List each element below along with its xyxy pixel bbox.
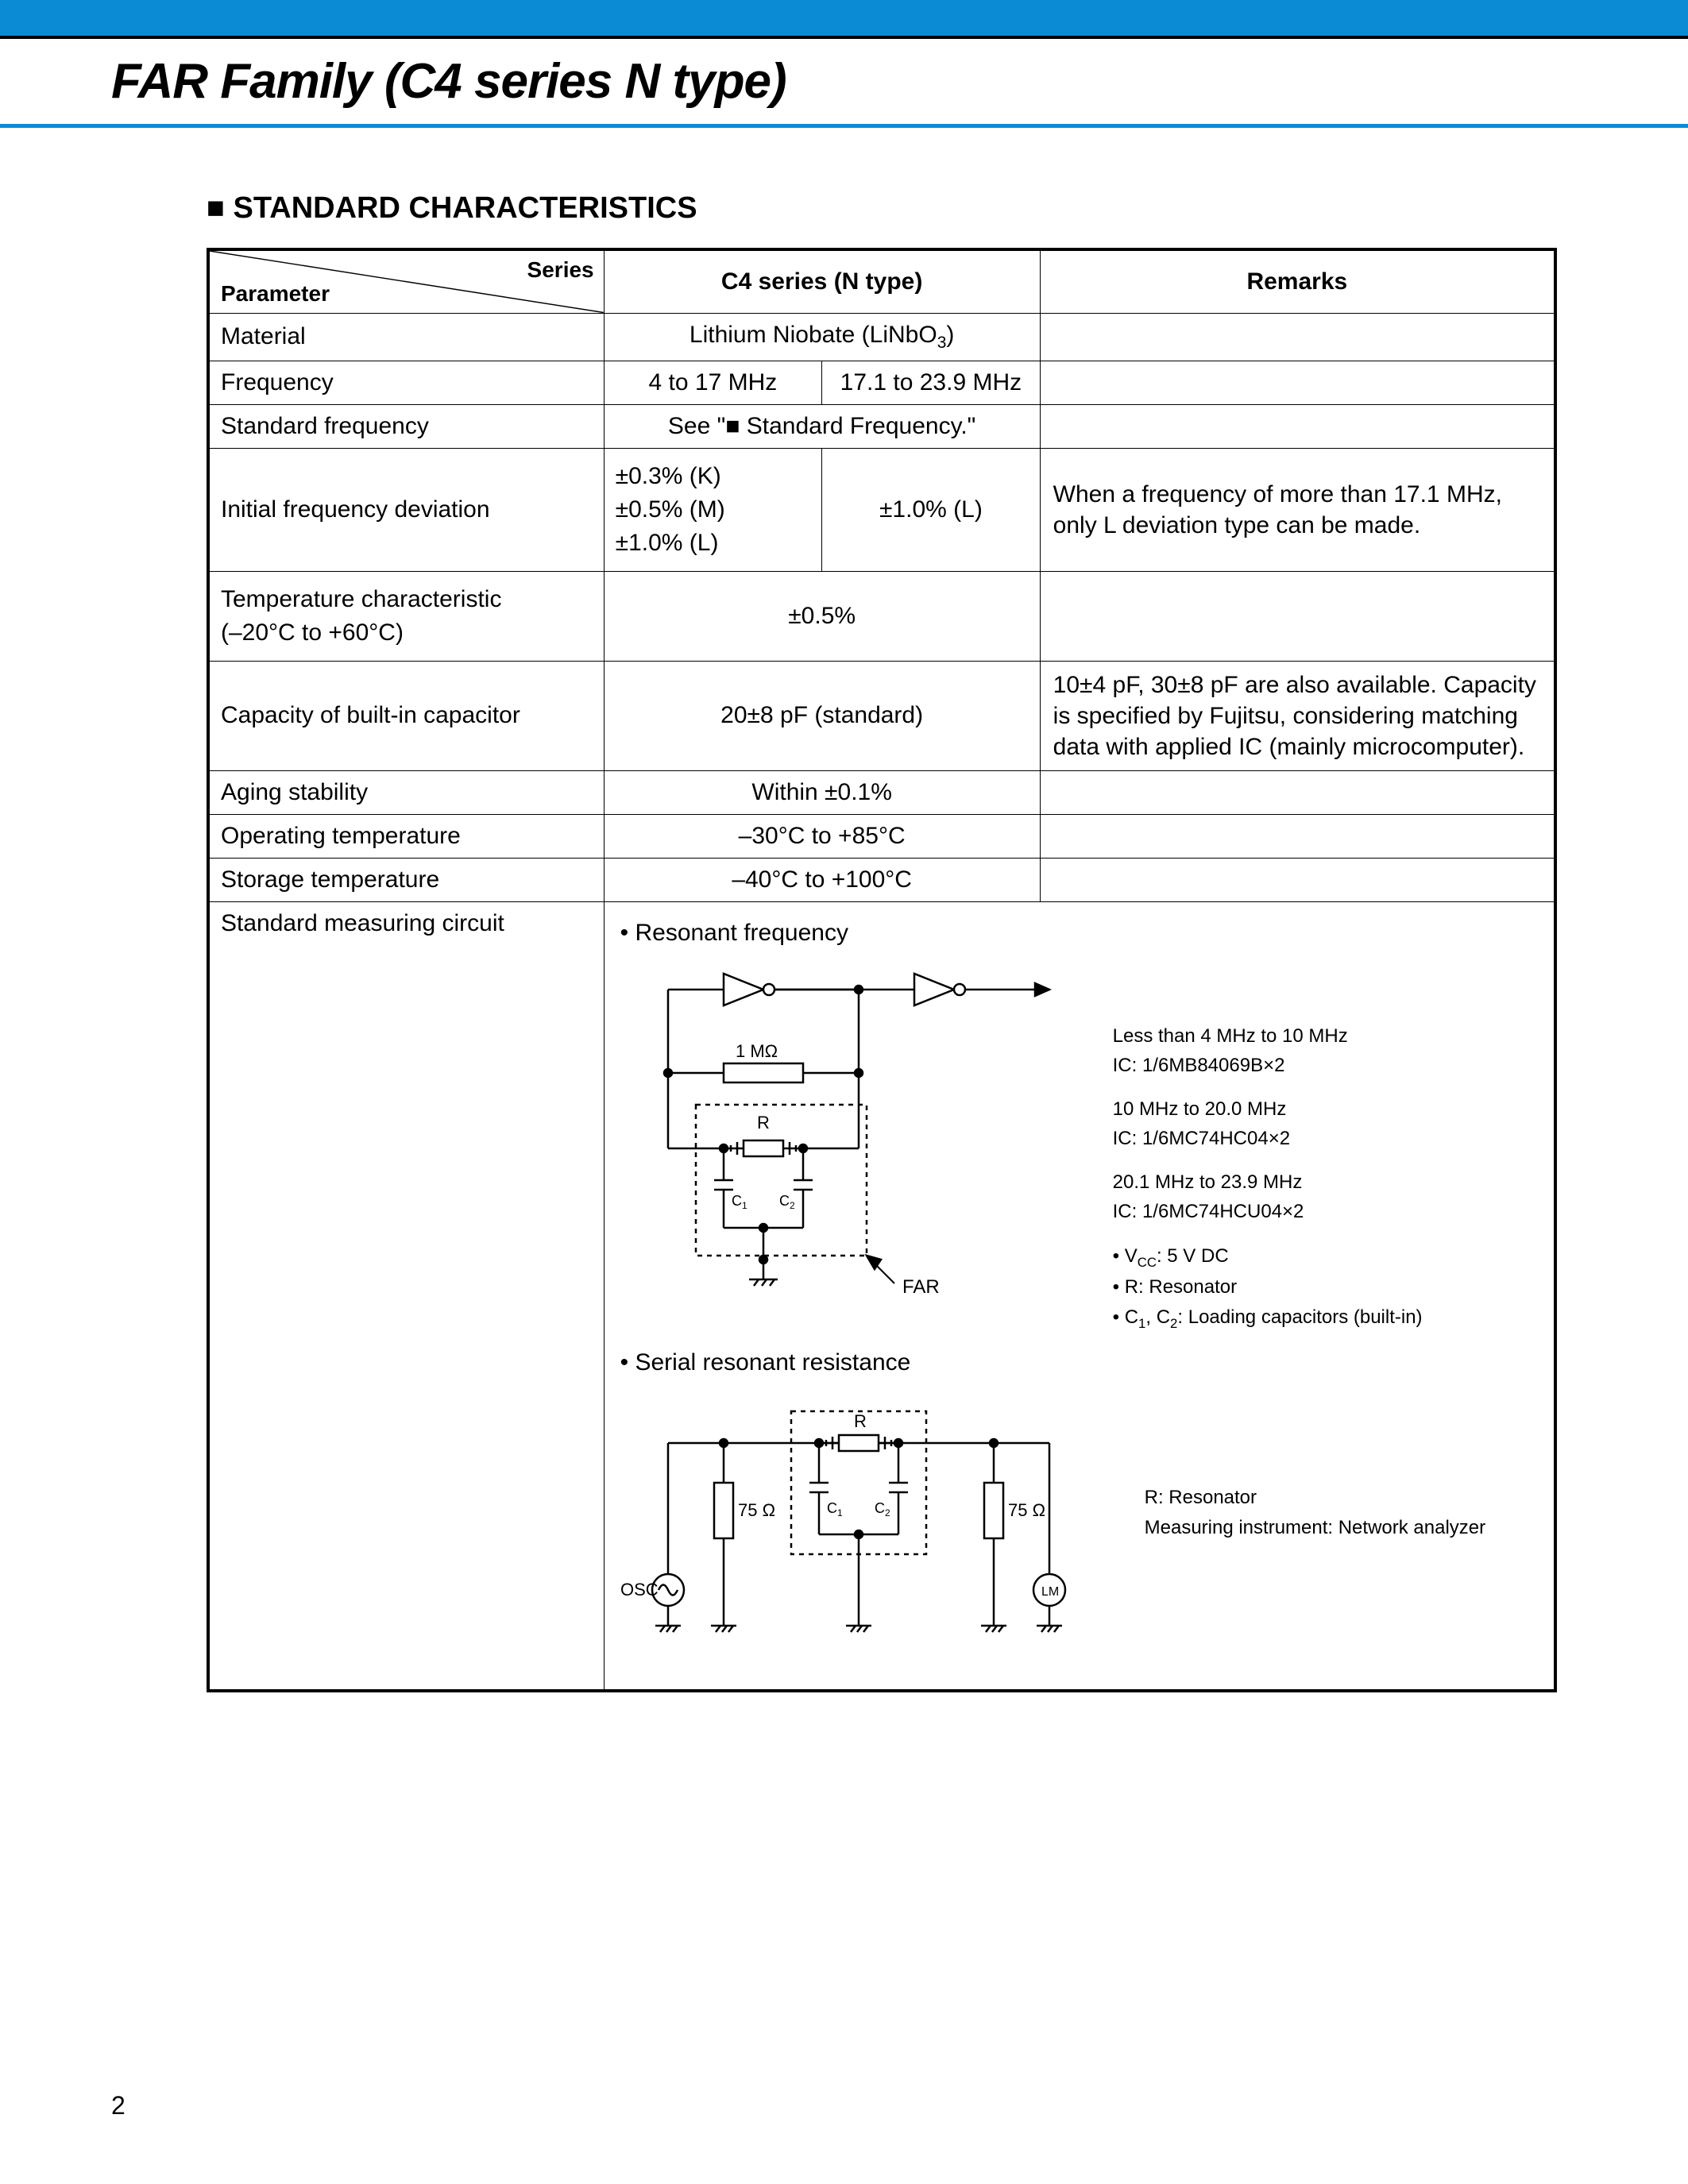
characteristics-table: Series Parameter C4 series (N type) Rema… xyxy=(207,248,1557,1692)
circuit-cell: • Resonant frequency xyxy=(604,901,1555,1691)
val-initdev-a: ±0.3% (K) ±0.5% (M) ±1.0% (L) xyxy=(604,448,822,571)
initdev-l3: ±1.0% (L) xyxy=(616,527,811,560)
svg-text:C1: C1 xyxy=(827,1500,843,1518)
row-init-dev: Initial frequency deviation ±0.3% (K) ±0… xyxy=(208,448,1555,571)
initdev-l1: ±0.3% (K) xyxy=(616,460,811,493)
svg-text:75 Ω: 75 Ω xyxy=(1008,1500,1045,1520)
svg-text:R: R xyxy=(854,1411,867,1431)
top-blue-bar xyxy=(0,0,1688,36)
param-sttemp: Storage temperature xyxy=(208,858,604,901)
val-capacity: 20±8 pF (standard) xyxy=(604,661,1040,770)
param-circuit: Standard measuring circuit xyxy=(208,901,604,1691)
val-aging: Within ±0.1% xyxy=(604,770,1040,814)
tempchar-l1: Temperature characteristic xyxy=(221,583,593,616)
c1-note-r2-l1: 10 MHz to 20.0 MHz xyxy=(1113,1094,1423,1124)
circuit2-diagram: R C1 C2 75 Ω 75 Ω OSC LM xyxy=(620,1395,1097,1665)
section-title: ■ STANDARD CHARACTERISTICS xyxy=(207,191,1553,226)
param-initdev: Initial frequency deviation xyxy=(208,448,604,571)
param-tempchar: Temperature characteristic (–20°C to +60… xyxy=(208,571,604,661)
svg-text:C2: C2 xyxy=(875,1500,890,1518)
row-capacity: Capacity of built-in capacitor 20±8 pF (… xyxy=(208,661,1555,770)
title-band: FAR Family (C4 series N type) xyxy=(0,36,1688,128)
row-storage-temp: Storage temperature –40°C to +100°C xyxy=(208,858,1555,901)
c1-far-label: FAR xyxy=(902,1276,940,1298)
val-stdfreq: See "■ Standard Frequency." xyxy=(604,404,1040,448)
c1-note-caps: • C1, C2: Loading capacitors (built-in) xyxy=(1113,1302,1423,1334)
rem-sttemp xyxy=(1040,858,1555,901)
rem-material xyxy=(1040,313,1555,361)
header-parameter-label: Parameter xyxy=(221,281,330,307)
header-remarks: Remarks xyxy=(1040,249,1555,313)
c1-r-label: R xyxy=(757,1113,770,1133)
header-series-label: Series xyxy=(527,257,594,283)
initdev-l2: ±0.5% (M) xyxy=(616,493,811,527)
row-frequency: Frequency 4 to 17 MHz 17.1 to 23.9 MHz xyxy=(208,361,1555,404)
svg-text:LM: LM xyxy=(1041,1585,1059,1599)
svg-text:C1: C1 xyxy=(732,1193,747,1211)
val-sttemp: –40°C to +100°C xyxy=(604,858,1040,901)
param-capacity: Capacity of built-in capacitor xyxy=(208,661,604,770)
val-material: Lithium Niobate (LiNbO3) xyxy=(604,313,1040,361)
circuit1-diagram: 1 MΩ R C1 C2 FAR xyxy=(620,966,1065,1331)
rem-stdfreq xyxy=(1040,404,1555,448)
c2-note-res: R: Resonator xyxy=(1145,1483,1486,1512)
rem-aging xyxy=(1040,770,1555,814)
c1-note-r1-l2: IC: 1/6MB84069B×2 xyxy=(1113,1051,1423,1080)
row-material: Material Lithium Niobate (LiNbO3) xyxy=(208,313,1555,361)
section-title-text: STANDARD CHARACTERISTICS xyxy=(234,191,697,225)
svg-text:75 Ω: 75 Ω xyxy=(738,1500,775,1520)
val-optemp: –30°C to +85°C xyxy=(604,814,1040,858)
param-aging: Aging stability xyxy=(208,770,604,814)
param-stdfreq: Standard frequency xyxy=(208,404,604,448)
circuit1-label: • Resonant frequency xyxy=(620,920,1538,947)
param-optemp: Operating temperature xyxy=(208,814,604,858)
c1-note-vcc: • VCC: 5 V DC xyxy=(1113,1241,1423,1273)
page-number: 2 xyxy=(111,2091,126,2120)
c1-note-res: • R: Resonator xyxy=(1113,1272,1423,1302)
c1-note-r3-l1: 20.1 MHz to 23.9 MHz xyxy=(1113,1167,1423,1197)
row-circuit: Standard measuring circuit • Resonant fr… xyxy=(208,901,1555,1691)
val-tempchar: ±0.5% xyxy=(604,571,1040,661)
rem-frequency xyxy=(1040,361,1555,404)
row-op-temp: Operating temperature –30°C to +85°C xyxy=(208,814,1555,858)
val-freq-a: 4 to 17 MHz xyxy=(604,361,822,404)
tempchar-l2: (–20°C to +60°C) xyxy=(221,616,593,650)
section-square-icon: ■ xyxy=(207,191,225,225)
circuit1-notes: Less than 4 MHz to 10 MHz IC: 1/6MB84069… xyxy=(1113,1021,1423,1334)
row-aging: Aging stability Within ±0.1% xyxy=(208,770,1555,814)
val-initdev-b: ±1.0% (L) xyxy=(822,448,1041,571)
val-freq-b: 17.1 to 23.9 MHz xyxy=(822,361,1041,404)
svg-text:C2: C2 xyxy=(779,1193,795,1211)
circuit2-label: • Serial resonant resistance xyxy=(620,1349,1538,1376)
header-c4: C4 series (N type) xyxy=(604,249,1040,313)
c1-note-r2-l2: IC: 1/6MC74HC04×2 xyxy=(1113,1124,1423,1153)
row-std-frequency: Standard frequency See "■ Standard Frequ… xyxy=(208,404,1555,448)
row-temp-char: Temperature characteristic (–20°C to +60… xyxy=(208,571,1555,661)
page-title: FAR Family (C4 series N type) xyxy=(111,54,786,109)
c2-note-inst: Measuring instrument: Network analyzer xyxy=(1145,1513,1486,1542)
rem-optemp xyxy=(1040,814,1555,858)
param-material: Material xyxy=(208,313,604,361)
rem-capacity: 10±4 pF, 30±8 pF are also available. Cap… xyxy=(1040,661,1555,770)
circuit2-notes: R: Resonator Measuring instrument: Netwo… xyxy=(1145,1483,1486,1542)
svg-text:OSC: OSC xyxy=(620,1580,659,1599)
rem-initdev: When a frequency of more than 17.1 MHz, … xyxy=(1040,448,1555,571)
c1-note-r3-l2: IC: 1/6MC74HCU04×2 xyxy=(1113,1197,1423,1226)
c1-resistor-label: 1 MΩ xyxy=(736,1041,778,1061)
rem-tempchar xyxy=(1040,571,1555,661)
header-parameter: Series Parameter xyxy=(208,249,604,313)
c1-note-r1-l1: Less than 4 MHz to 10 MHz xyxy=(1113,1021,1423,1051)
param-frequency: Frequency xyxy=(208,361,604,404)
